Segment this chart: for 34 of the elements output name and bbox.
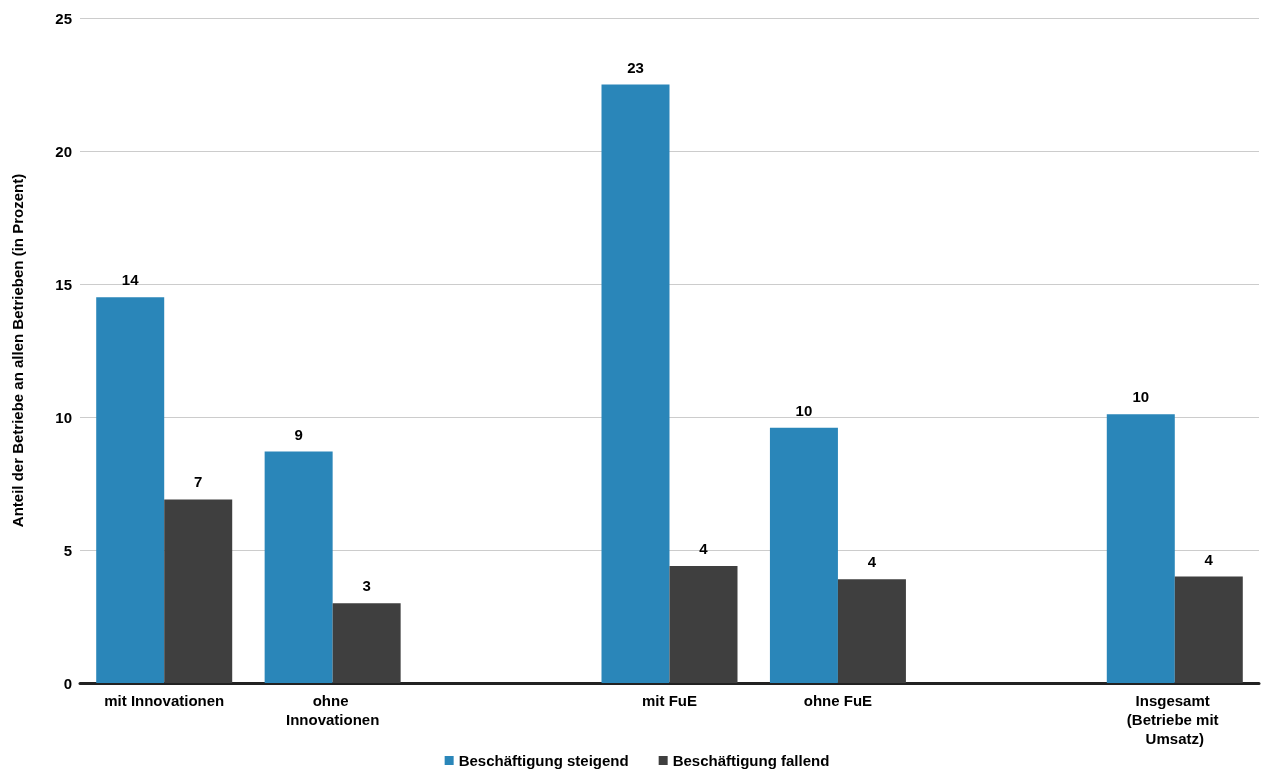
y-tick-label: 25 <box>55 9 72 27</box>
data-label: 3 <box>362 577 371 595</box>
x-tick-label: ohne FuE <box>803 692 873 709</box>
data-label: 10 <box>1132 388 1150 406</box>
x-tick-label: mit Innovationen <box>104 692 225 709</box>
bar <box>1106 414 1175 683</box>
y-axis-title: Anteil der Betriebe an allen Betrieben (in Prozent) <box>9 173 26 528</box>
bar <box>164 499 233 683</box>
data-label: 14 <box>121 271 140 289</box>
bar <box>837 579 906 683</box>
y-tick-label: 20 <box>55 142 72 160</box>
bar <box>96 297 165 683</box>
bar <box>601 84 670 683</box>
data-label: 7 <box>194 473 203 491</box>
data-label: 4 <box>1204 550 1214 568</box>
legend-label: Beschäftigung fallend <box>672 752 830 769</box>
data-label: 9 <box>294 425 303 443</box>
legend-label: Beschäftigung steigend <box>458 752 629 769</box>
y-tick-label: 15 <box>55 275 72 293</box>
x-tick-label: Insgesamt (Betriebe mit Umsatz) <box>1126 692 1223 747</box>
y-tick-label: 5 <box>63 541 72 559</box>
data-label: 4 <box>699 539 709 557</box>
bar <box>669 565 738 683</box>
x-tick-label: ohne Innovationen <box>285 692 380 728</box>
bar <box>264 451 333 683</box>
data-label: 4 <box>867 553 877 571</box>
bar <box>332 603 401 683</box>
bar <box>769 427 838 683</box>
data-label: 23 <box>627 58 644 76</box>
data-label: 10 <box>795 401 813 419</box>
y-tick-label: 0 <box>63 674 72 692</box>
bar <box>1174 576 1243 683</box>
x-tick-label: mit FuE <box>642 692 697 709</box>
y-tick-label: 10 <box>55 408 72 426</box>
